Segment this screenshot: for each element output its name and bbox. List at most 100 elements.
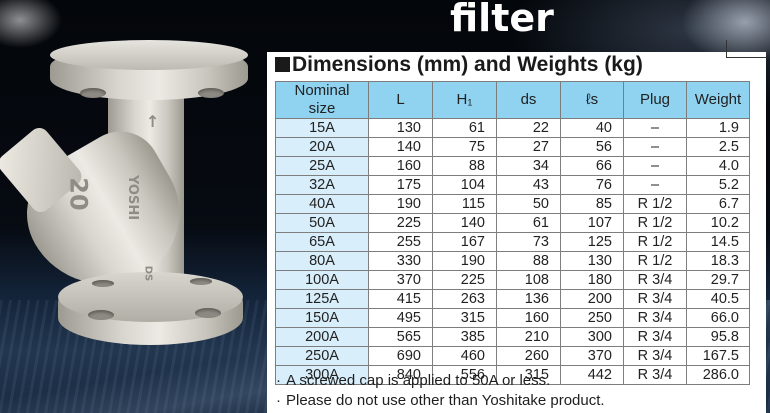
bolt-hole <box>198 88 224 98</box>
cell-l: 255 <box>368 232 433 252</box>
cell-l: 190 <box>368 194 433 214</box>
cell-weight: 29.7 <box>686 270 750 290</box>
cell-h1: 104 <box>432 175 497 195</box>
cell-plug: R 1/2 <box>623 194 687 214</box>
col-header-weight: Weight <box>686 81 750 119</box>
cell-weight: 40.5 <box>686 289 750 309</box>
cell-plug: – <box>623 118 687 138</box>
table-row: 15A 130 61 22 40–1.9 <box>275 118 750 138</box>
cell-ls: 76 <box>560 175 624 195</box>
cell-plug: – <box>623 156 687 176</box>
cell-l: 130 <box>368 118 433 138</box>
table-row: 125A 415 263 136 200 R 3/4 40.5 <box>275 289 750 309</box>
bolt-hole <box>190 278 212 285</box>
cell-nominal-size: 20A <box>275 137 369 157</box>
cell-l: 160 <box>368 156 433 176</box>
bolt-hole <box>80 88 106 98</box>
table-row: 150A 495 315 160 250 R 3/4 66.0 <box>275 308 750 328</box>
note-item: · Please do not use other than Yoshitake … <box>276 392 605 409</box>
top-flange-face <box>50 40 248 70</box>
cell-weight: 95.8 <box>686 327 750 347</box>
cell-ls: 300 <box>560 327 624 347</box>
flow-arrow-icon: ↑ <box>146 112 160 131</box>
cell-ls: 85 <box>560 194 624 214</box>
cell-nominal-size: 125A <box>275 289 369 309</box>
product-photo-y-strainer: 20 YOSHI DS ↑ <box>0 40 265 380</box>
cell-ls: 130 <box>560 251 624 271</box>
cell-plug: R 3/4 <box>623 270 687 290</box>
cell-weight: 14.5 <box>686 232 750 252</box>
cell-weight: 18.3 <box>686 251 750 271</box>
cell-ds: 315 <box>496 365 561 385</box>
table-row: 100A 370 225 108 180 R 3/4 29.7 <box>275 270 750 290</box>
table-row: 32A 175 104 43 76–5.2 <box>275 175 750 195</box>
col-header-h1: H₁ <box>432 81 497 119</box>
cell-nominal-size: 150A <box>275 308 369 328</box>
cell-l: 565 <box>368 327 433 347</box>
cell-ds: 108 <box>496 270 561 290</box>
cell-plug: – <box>623 175 687 195</box>
cell-weight: 6.7 <box>686 194 750 214</box>
cell-nominal-size: 65A <box>275 232 369 252</box>
cell-l: 495 <box>368 308 433 328</box>
table-row: 40A 190 115 50 85 R 1/2 6.7 <box>275 194 750 214</box>
bolt-hole <box>195 308 221 318</box>
cell-weight: 66.0 <box>686 308 750 328</box>
col-header-l: L <box>368 81 433 119</box>
cell-nominal-size: 80A <box>275 251 369 271</box>
cell-weight: 10.2 <box>686 213 750 233</box>
table-row: 200A 565 385 210 300 R 3/4 95.8 <box>275 327 750 347</box>
cell-h1: 225 <box>432 270 497 290</box>
embossed-size: 20 <box>64 177 93 211</box>
cell-h1: 167 <box>432 232 497 252</box>
cell-h1: 88 <box>432 156 497 176</box>
bolt-hole <box>88 310 114 320</box>
cell-ls: 250 <box>560 308 624 328</box>
cell-ls: 370 <box>560 346 624 366</box>
cell-plug: R 3/4 <box>623 289 687 309</box>
bolt-hole <box>92 280 114 287</box>
col-header-nominal-size: Nominal size <box>275 81 369 119</box>
notes: · A screwed cap is applied to 50A or less… <box>276 371 605 411</box>
dimensions-table: Nominal size L H₁ ds ℓs Plug Weight 15A 1… <box>275 81 750 385</box>
cell-ls: 66 <box>560 156 624 176</box>
cell-plug: R 1/2 <box>623 251 687 271</box>
cell-l: 140 <box>368 137 433 157</box>
embossed-brand: YOSHI <box>125 174 141 221</box>
cell-l: 370 <box>368 270 433 290</box>
table-header-row: Nominal size L H₁ ds ℓs Plug Weight <box>275 81 750 119</box>
cell-ds: 160 <box>496 308 561 328</box>
cell-weight: 1.9 <box>686 118 750 138</box>
cell-nominal-size: 40A <box>275 194 369 214</box>
page-title: filter <box>450 0 554 40</box>
cell-weight: 5.2 <box>686 175 750 195</box>
cell-plug: R 3/4 <box>623 308 687 328</box>
cell-l: 840 <box>368 365 433 385</box>
cell-ls: 56 <box>560 137 624 157</box>
cell-nominal-size: 50A <box>275 213 369 233</box>
table-row: 80A 330 190 88 130 R 1/2 18.3 <box>275 251 750 271</box>
cell-weight: 4.0 <box>686 156 750 176</box>
cell-ds: 136 <box>496 289 561 309</box>
cell-plug: R 1/2 <box>623 232 687 252</box>
note-item: · A screwed cap is applied to 50A or less… <box>276 372 551 389</box>
table-row: 300A 840 556 315 442 R 3/4 286.0 <box>275 365 750 385</box>
cell-h1: 75 <box>432 137 497 157</box>
cell-plug: R 3/4 <box>623 346 687 366</box>
cell-ds: 27 <box>496 137 561 157</box>
dimension-leader-line <box>726 40 767 58</box>
cell-plug: – <box>623 137 687 157</box>
cell-ds: 34 <box>496 156 561 176</box>
spec-heading: Dimensions (mm) and Weights (kg) <box>275 53 643 77</box>
cell-ls: 200 <box>560 289 624 309</box>
table-row: 50A 225 140 61 107 R 1/2 10.2 <box>275 213 750 233</box>
cell-ls: 180 <box>560 270 624 290</box>
cell-ls: 125 <box>560 232 624 252</box>
cell-nominal-size: 32A <box>275 175 369 195</box>
cell-ds: 61 <box>496 213 561 233</box>
cell-l: 690 <box>368 346 433 366</box>
cell-nominal-size: 200A <box>275 327 369 347</box>
cell-nominal-size: 100A <box>275 270 369 290</box>
cell-l: 225 <box>368 213 433 233</box>
cell-weight: 286.0 <box>686 365 750 385</box>
